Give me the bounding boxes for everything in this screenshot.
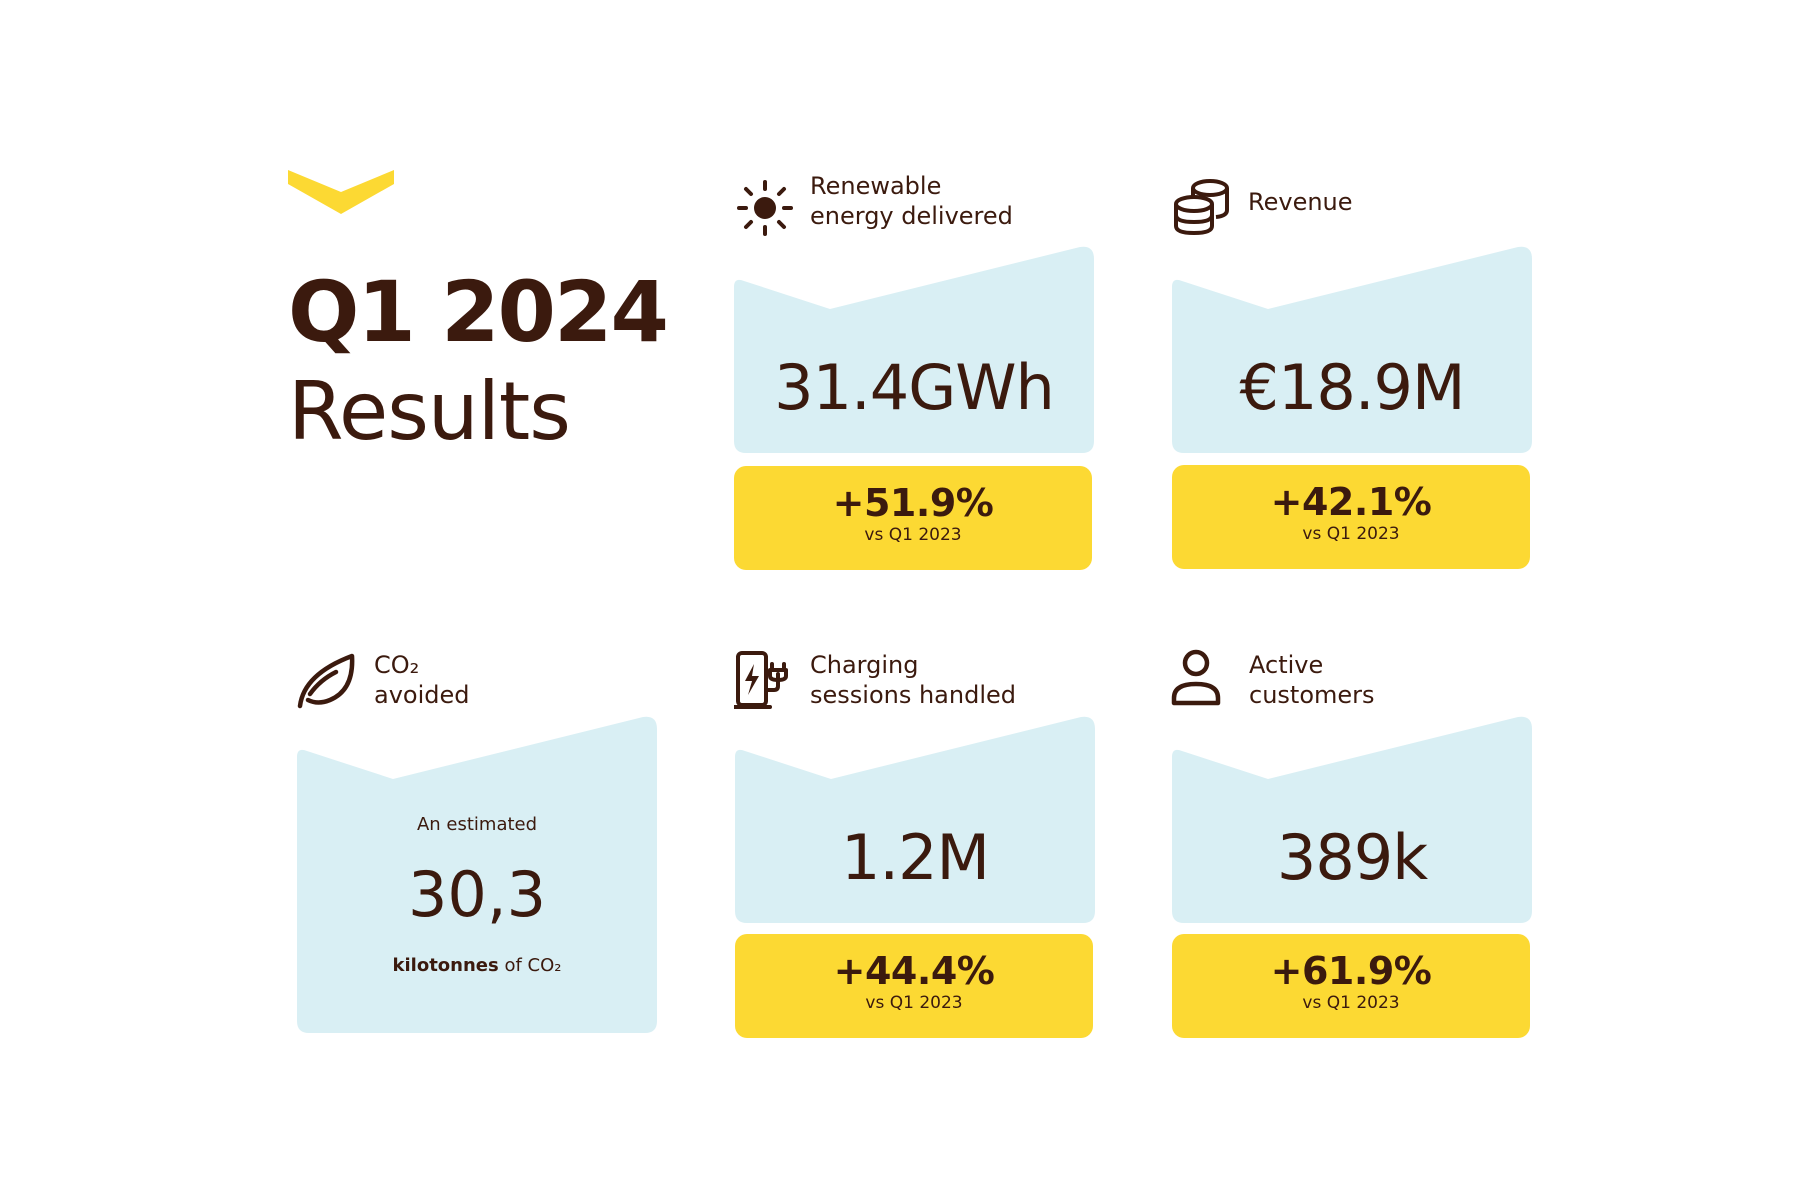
page-title: Q1 2024 bbox=[288, 263, 669, 361]
metric-value-revenue: €18.9M bbox=[1239, 351, 1466, 424]
metric-comparison-charging: vs Q1 2023 bbox=[865, 992, 963, 1013]
page-subtitle: Results bbox=[288, 365, 571, 458]
sun-icon bbox=[737, 180, 793, 236]
co2-value: 30,3 bbox=[407, 858, 547, 931]
metric-panel-revenue: €18.9M bbox=[1172, 245, 1532, 455]
metric-comparison-energy: vs Q1 2023 bbox=[864, 524, 962, 545]
metric-panel-energy: 31.4GWh bbox=[734, 245, 1094, 455]
metric-change-revenue: +42.1% bbox=[1270, 480, 1432, 524]
metric-value-charging: 1.2M bbox=[840, 821, 990, 894]
coins-icon bbox=[1174, 179, 1229, 236]
metric-change-energy: +51.9% bbox=[832, 481, 994, 525]
metric-change-charging: +44.4% bbox=[833, 949, 995, 993]
metric-panel-customers: 389k bbox=[1172, 715, 1532, 925]
metric-value-energy: 31.4GWh bbox=[774, 351, 1055, 424]
metric-label-customers: Active customers bbox=[1249, 651, 1375, 709]
metric-change-badge-energy: +51.9% vs Q1 2023 bbox=[734, 466, 1092, 570]
metric-change-badge-customers: +61.9% vs Q1 2023 bbox=[1172, 934, 1530, 1038]
metric-panel-charging: 1.2M bbox=[735, 715, 1095, 925]
metric-change-badge-charging: +44.4% vs Q1 2023 bbox=[735, 934, 1093, 1038]
co2-panel: An estimated 30,3 kilotonnes of CO₂ bbox=[297, 715, 657, 1035]
metric-value-customers: 389k bbox=[1276, 821, 1428, 894]
metric-label-energy: Renewable energy delivered bbox=[810, 172, 1013, 230]
leaf-icon bbox=[297, 653, 355, 709]
co2-unit: kilotonnes of CO₂ bbox=[392, 955, 562, 976]
chevron-logo-icon bbox=[288, 170, 394, 214]
metric-change-badge-revenue: +42.1% vs Q1 2023 bbox=[1172, 465, 1530, 569]
metric-change-customers: +61.9% bbox=[1270, 949, 1432, 993]
metric-label-charging: Charging sessions handled bbox=[810, 651, 1017, 709]
co2-prefix: An estimated bbox=[416, 814, 538, 835]
user-icon bbox=[1171, 649, 1221, 706]
metric-comparison-revenue: vs Q1 2023 bbox=[1302, 523, 1400, 544]
metric-label-co2: CO₂ avoided bbox=[374, 651, 470, 709]
ev-charger-icon bbox=[734, 651, 788, 709]
metric-label-revenue: Revenue bbox=[1248, 188, 1353, 216]
metric-comparison-customers: vs Q1 2023 bbox=[1302, 992, 1400, 1013]
